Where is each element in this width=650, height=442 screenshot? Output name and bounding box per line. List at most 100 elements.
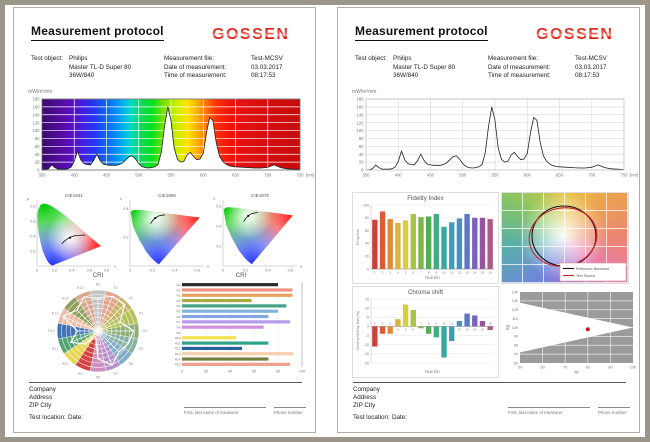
svg-text:60: 60 [252, 370, 256, 374]
svg-text:0: 0 [36, 269, 38, 273]
svg-text:R14: R14 [62, 296, 69, 300]
test-object-type: Master TL-D Super 80 [69, 63, 132, 71]
fidelity-title: Fidelity Index [407, 195, 444, 202]
footer-zip-city: ZIP City [353, 402, 376, 409]
svg-text:2: 2 [382, 271, 384, 275]
svg-text:2: 2 [382, 322, 384, 326]
svg-text:700: 700 [588, 173, 596, 178]
svg-text:R11: R11 [52, 347, 58, 351]
svg-text:20: 20 [35, 160, 40, 165]
measurement-values: Test-MCSV 03.03.2017 08:17:53 [251, 55, 283, 81]
svg-text:R7: R7 [177, 320, 181, 324]
svg-text:y: y [27, 196, 29, 201]
svg-text:3: 3 [389, 322, 391, 326]
svg-text:R3: R3 [139, 311, 144, 315]
svg-text:400: 400 [395, 173, 403, 178]
report-page-1: Measurement protocol GOSSEN Test object:… [13, 7, 316, 433]
spectrum-ylabel: mW/m²/nm [352, 89, 377, 95]
color-vector-panel: Reference Illuminant Test Source [501, 192, 629, 284]
svg-text:0.2: 0.2 [243, 269, 248, 273]
footer-test-location: Test location: [29, 414, 66, 421]
svg-text:0.6: 0.6 [195, 269, 200, 273]
svg-text:1: 1 [374, 322, 376, 326]
svg-text:350: 350 [39, 173, 47, 178]
svg-text:40: 40 [228, 370, 232, 374]
footer-divider [29, 382, 302, 383]
svg-text:650: 650 [556, 173, 564, 178]
svg-text:60: 60 [359, 144, 364, 149]
svg-text:750: 750 [297, 173, 305, 178]
file-label: Measurement file: [488, 55, 539, 62]
svg-text:0: 0 [181, 370, 183, 374]
svg-text:16: 16 [488, 322, 492, 326]
svg-text:7: 7 [420, 322, 422, 326]
phone-hint: Phone number [598, 410, 627, 415]
svg-text:R14: R14 [175, 357, 181, 361]
spectrum-chart-rainbow: 0 20 40 60 80 100 120 140 160 180 350 400 450 500 550 6… [33, 97, 315, 178]
footer-company: Company [353, 386, 380, 393]
svg-text:6: 6 [412, 327, 414, 331]
cie1931-diagram: 0 0.2 0.4 0.6 0.8 0.2 0.4 0.6 0.8 x y CIE1931 [27, 193, 116, 273]
svg-text:0.6: 0.6 [216, 204, 221, 208]
svg-text:60: 60 [365, 229, 369, 233]
svg-text:10: 10 [365, 306, 369, 310]
test-object-name: Philips [69, 55, 88, 62]
color-vector-graphic: Reference Illuminant Test Source [528, 205, 627, 282]
cri-radar-title: CRI [92, 272, 104, 279]
svg-text:140: 140 [33, 112, 41, 117]
test-object-name: Philips [393, 55, 412, 62]
svg-text:120: 120 [357, 120, 365, 125]
svg-text:x: x [114, 264, 116, 269]
svg-text:13: 13 [465, 271, 469, 275]
svg-text:R6: R6 [129, 362, 134, 366]
svg-text:Ra: Ra [177, 283, 181, 287]
svg-text:80: 80 [276, 370, 280, 374]
test-legend-label: Test Source [576, 274, 595, 278]
svg-text:70: 70 [563, 366, 567, 370]
svg-text:0: 0 [222, 269, 224, 273]
svg-text:450: 450 [427, 173, 435, 178]
signature-hint: First, last name of measurer [508, 410, 563, 415]
svg-text:0.4: 0.4 [216, 224, 221, 228]
file-label: Measurement file: [164, 55, 215, 62]
svg-text:5: 5 [405, 327, 407, 331]
svg-text:180: 180 [357, 97, 365, 102]
svg-text:R12: R12 [175, 347, 181, 351]
svg-text:500: 500 [459, 173, 467, 178]
svg-text:120: 120 [33, 120, 41, 125]
date-value: 03.03.2017 [575, 63, 607, 71]
svg-text:0.4: 0.4 [69, 269, 74, 273]
measurement-values: Test-MCSV 03.03.2017 08:17:53 [575, 55, 607, 81]
svg-text:[nm]: [nm] [630, 173, 638, 178]
svg-text:5: 5 [367, 316, 369, 320]
svg-text:550: 550 [492, 173, 500, 178]
svg-text:15: 15 [365, 297, 369, 301]
svg-text:160: 160 [33, 104, 41, 109]
svg-text:R9: R9 [78, 372, 83, 376]
svg-text:100: 100 [630, 366, 636, 370]
svg-text:Rg: Rg [505, 324, 510, 330]
svg-text:80: 80 [359, 136, 364, 141]
svg-text:16: 16 [488, 271, 492, 275]
svg-text:R15: R15 [77, 286, 84, 290]
svg-text:R13: R13 [52, 311, 59, 315]
svg-text:R7: R7 [113, 372, 118, 376]
svg-text:100: 100 [299, 370, 305, 374]
svg-text:[nm]: [nm] [306, 173, 314, 178]
svg-text:R5: R5 [177, 310, 181, 314]
page-title: Measurement protocol [31, 24, 164, 41]
svg-text:0: 0 [367, 267, 369, 271]
svg-text:140: 140 [357, 112, 365, 117]
svg-text:12: 12 [458, 271, 462, 275]
svg-text:90: 90 [608, 366, 612, 370]
svg-text:-15: -15 [364, 352, 369, 356]
svg-text:60: 60 [514, 361, 518, 365]
svg-text:-20: -20 [364, 361, 369, 365]
svg-text:R1: R1 [113, 286, 118, 290]
test-object-power: 36W/840 [393, 72, 419, 79]
svg-text:0.2: 0.2 [150, 269, 155, 273]
date-label: Date of measurement: [488, 63, 551, 71]
svg-text:v': v' [213, 196, 216, 201]
